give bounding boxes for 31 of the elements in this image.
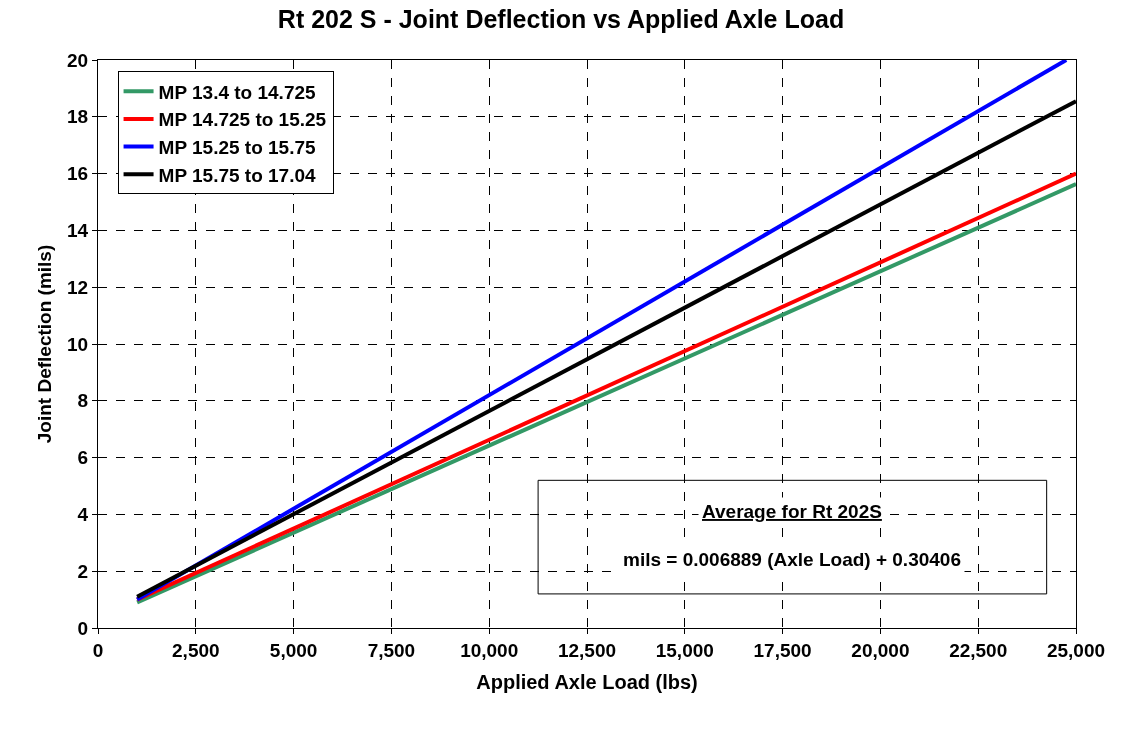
legend-label: MP 15.25 to 15.75 [158, 137, 317, 159]
y-tick-label: 8 [77, 390, 89, 412]
legend-label: MP 14.725 to 15.25 [158, 109, 327, 131]
x-tick-label: 10,000 [460, 639, 519, 661]
chart-title: Rt 202 S - Joint Deflection vs Applied Axle Load [277, 5, 845, 34]
x-tick-label: 20,000 [851, 639, 910, 661]
y-tick-label: 6 [77, 447, 89, 469]
legend-label: MP 15.75 to 17.04 [158, 164, 317, 186]
x-axis-title: Applied Axle Load (lbs) [476, 671, 698, 694]
y-axis-title: Joint Deflection (mils) [33, 244, 55, 444]
y-tick-label: 4 [77, 504, 89, 526]
legend-label: MP 13.4 to 14.725 [158, 81, 317, 103]
x-tick-label: 15,000 [655, 639, 714, 661]
x-tick-label: 12,500 [557, 639, 617, 661]
x-tick-label: 17,500 [753, 639, 812, 661]
y-tick-label: 20 [67, 49, 89, 71]
x-tick-label: 25,000 [1046, 639, 1106, 661]
y-tick-label: 18 [67, 106, 89, 128]
y-tick-label: 14 [67, 220, 89, 242]
x-tick-label: 0 [92, 639, 104, 661]
y-tick-label: 10 [67, 333, 89, 355]
y-tick-label: 12 [67, 276, 89, 298]
annotation: Average for Rt 202S [702, 501, 882, 522]
y-tick-label: 2 [77, 560, 89, 582]
annotation: mils = 0.006889 (Axle Load) + 0.30406 [623, 549, 961, 570]
y-tick-label: 16 [67, 163, 89, 185]
y-tick-label: 0 [77, 617, 89, 639]
x-tick-label: 2,500 [172, 639, 220, 661]
x-tick-label: 7,500 [367, 639, 416, 661]
x-tick-label: 5,000 [269, 639, 318, 661]
x-tick-label: 22,500 [949, 639, 1008, 661]
